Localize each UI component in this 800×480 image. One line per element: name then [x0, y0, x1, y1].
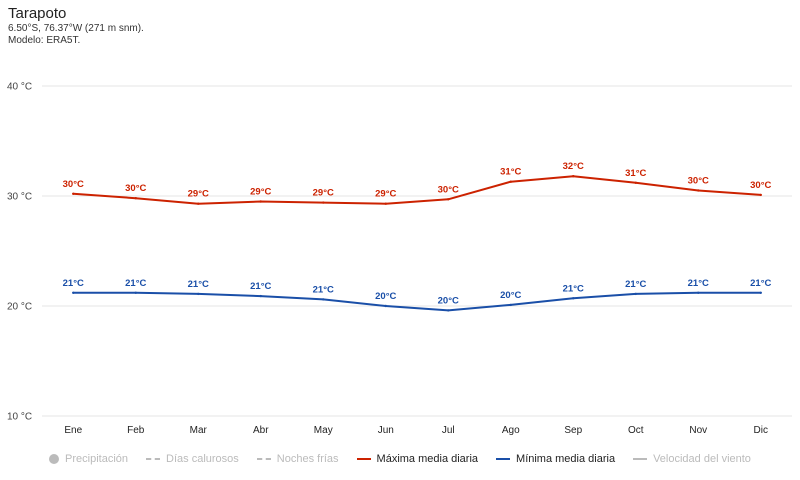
- y-tick-label: 40 °C: [7, 82, 32, 93]
- legend: Precipitación Días calurosos Noches fría…: [0, 451, 800, 467]
- legend-label-hot-days: Días calurosos: [166, 453, 239, 465]
- data-label-min: 21°C: [563, 283, 584, 294]
- data-point-min: [447, 309, 450, 312]
- legend-item-precipitation[interactable]: Precipitación: [49, 453, 128, 465]
- legend-label-precipitation: Precipitación: [65, 453, 129, 465]
- chart-subtitle: 6.50°S, 76.37°W (271 m snm).: [8, 23, 144, 34]
- data-label-min: 21°C: [125, 278, 146, 289]
- data-point-min: [697, 291, 700, 294]
- data-label-min: 21°C: [313, 284, 334, 295]
- data-label-min: 21°C: [188, 279, 209, 290]
- x-tick-label: Ene: [64, 425, 82, 436]
- data-label-max: 29°C: [188, 189, 209, 200]
- data-point-max: [197, 202, 200, 205]
- data-point-min: [322, 298, 325, 301]
- legend-dash-icon: [146, 458, 161, 460]
- data-point-min: [134, 291, 137, 294]
- x-tick-label: Mar: [190, 425, 208, 436]
- data-point-max: [259, 200, 262, 203]
- data-point-min: [384, 304, 387, 308]
- data-point-max: [384, 202, 387, 205]
- legend-dot-icon: [49, 454, 60, 464]
- data-label-min: 21°C: [750, 278, 771, 289]
- legend-item-hot-days[interactable]: Días calurosos: [146, 453, 239, 465]
- x-tick-label: Jul: [442, 425, 455, 436]
- legend-dash-icon: [256, 458, 271, 460]
- x-tick-label: Abr: [253, 425, 269, 436]
- legend-label-max: Máxima media diaria: [376, 453, 479, 465]
- x-tick-label: Oct: [628, 425, 644, 436]
- legend-item-wind[interactable]: Velocidad del viento: [633, 453, 751, 465]
- data-point-min: [259, 294, 262, 298]
- data-point-max: [572, 175, 575, 178]
- y-tick-label: 10 °C: [7, 412, 32, 423]
- data-point-max: [322, 201, 325, 204]
- data-label-max: 30°C: [63, 179, 84, 190]
- data-point-min: [509, 303, 512, 307]
- x-tick-label: Dic: [754, 425, 768, 436]
- data-point-min: [72, 291, 75, 294]
- x-tick-label: Feb: [127, 425, 145, 436]
- legend-label-min: Mínima media diaria: [516, 453, 616, 465]
- data-point-min: [572, 297, 575, 300]
- data-label-max: 30°C: [125, 183, 146, 194]
- data-point-max: [72, 192, 75, 195]
- legend-line-max-icon: [356, 458, 371, 460]
- legend-line-min-icon: [496, 458, 511, 460]
- data-label-max: 30°C: [688, 176, 709, 187]
- x-tick-label: Sep: [564, 425, 582, 436]
- data-label-min: 21°C: [688, 278, 709, 289]
- data-label-min: 20°C: [438, 295, 459, 306]
- data-label-max: 30°C: [438, 184, 459, 195]
- data-point-min: [634, 292, 637, 296]
- data-label-max: 29°C: [375, 189, 396, 200]
- data-label-max: 29°C: [313, 188, 334, 199]
- data-label-max: 31°C: [500, 167, 521, 178]
- data-label-max: 32°C: [563, 161, 584, 172]
- data-point-min: [197, 292, 200, 296]
- legend-line-wind-icon: [633, 458, 648, 460]
- data-label-max: 29°C: [250, 187, 271, 198]
- legend-label-cold-nights: Noches frías: [276, 453, 339, 465]
- y-tick-label: 20 °C: [7, 302, 32, 313]
- data-point-max: [759, 193, 762, 197]
- legend-item-max[interactable]: Máxima media diaria: [356, 453, 479, 465]
- x-tick-label: Ago: [502, 425, 520, 436]
- chart-title: Tarapoto: [8, 5, 67, 22]
- data-label-min: 21°C: [63, 278, 84, 289]
- data-point-min: [759, 291, 762, 294]
- x-tick-label: Jun: [378, 425, 394, 436]
- model-label: Modelo: ERA5T.: [8, 35, 81, 46]
- data-label-max: 30°C: [750, 180, 771, 191]
- series-line-max: [72, 175, 762, 205]
- series-line-min: [72, 291, 762, 312]
- data-label-min: 21°C: [250, 281, 271, 292]
- legend-item-cold-nights[interactable]: Noches frías: [256, 453, 339, 465]
- data-point-max: [447, 198, 450, 201]
- x-tick-label: May: [314, 425, 333, 436]
- data-label-max: 31°C: [625, 168, 646, 179]
- data-point-max: [697, 189, 700, 192]
- data-point-max: [134, 197, 137, 200]
- data-point-max: [634, 181, 637, 184]
- chart-header: Tarapoto 6.50°S, 76.37°W (271 m snm). Mo…: [8, 5, 144, 47]
- data-label-min: 20°C: [375, 291, 396, 302]
- legend-item-min[interactable]: Mínima media diaria: [496, 453, 615, 465]
- y-tick-label: 30 °C: [7, 192, 32, 203]
- data-label-min: 21°C: [625, 279, 646, 290]
- legend-label-wind: Velocidad del viento: [653, 453, 751, 465]
- data-label-min: 20°C: [500, 290, 521, 301]
- x-tick-label: Nov: [689, 425, 707, 436]
- data-point-max: [509, 180, 512, 183]
